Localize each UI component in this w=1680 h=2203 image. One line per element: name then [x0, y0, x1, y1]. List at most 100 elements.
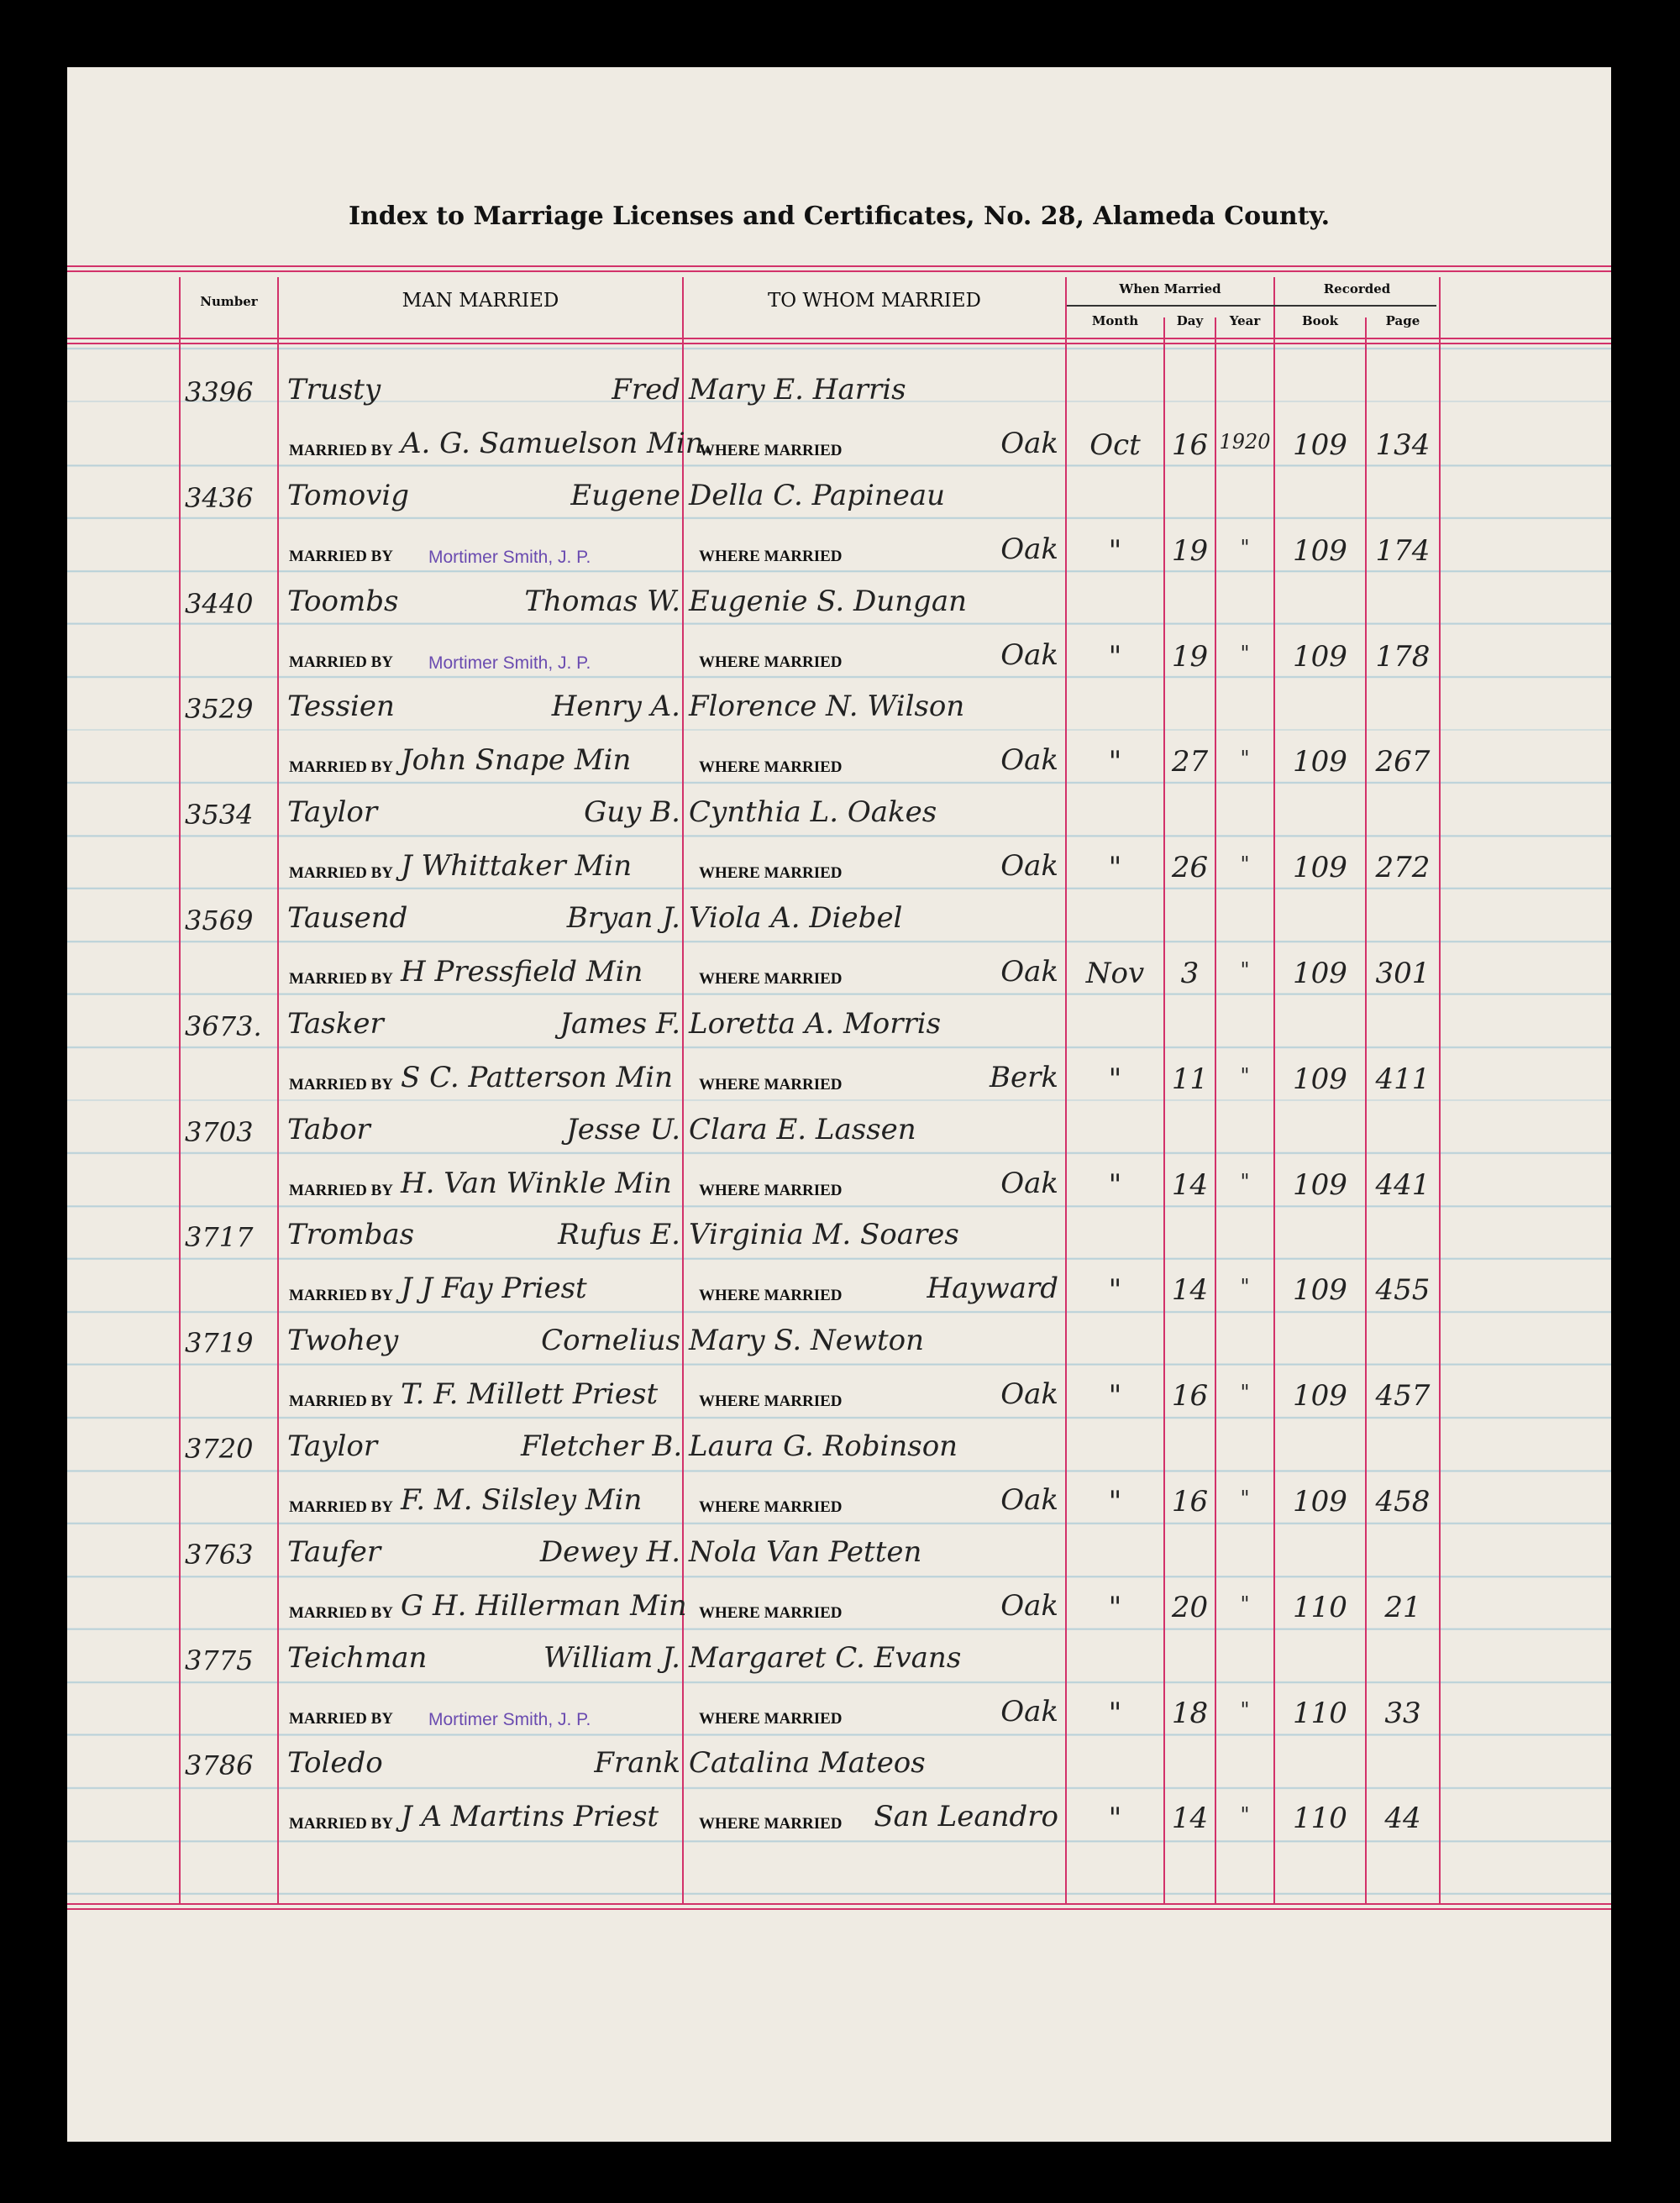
book-number: 109: [1293, 639, 1347, 674]
day-married: 11: [1171, 1062, 1209, 1096]
header-when-married: When Married: [1119, 281, 1221, 296]
book-number: 109: [1293, 1167, 1347, 1202]
month-married: ": [1108, 851, 1122, 885]
header-to-whom-married: TO WHOM MARRIED: [767, 290, 982, 312]
book-number: 110: [1293, 1696, 1347, 1730]
header-top-rule: [67, 270, 1611, 272]
place-married: Oak: [1000, 1588, 1058, 1623]
page-number: 301: [1375, 957, 1431, 990]
officiant-name: G H. Hillerman Min: [401, 1588, 687, 1623]
where-married-label: WHERE MARRIED: [699, 864, 843, 883]
entry-number: 3763: [185, 1538, 254, 1571]
where-married-label: WHERE MARRIED: [699, 442, 843, 459]
entry-number: 3703: [185, 1115, 254, 1148]
page-number: 178: [1375, 639, 1431, 674]
spouse-name: Virginia M. Soares: [689, 1218, 959, 1252]
month-married: Nov: [1085, 957, 1145, 990]
day-married: 14: [1171, 1167, 1209, 1202]
spouse-name: Loretta A. Morris: [689, 1006, 942, 1041]
table-bottom-rule: [67, 1903, 1611, 1905]
column-divider: [1273, 277, 1275, 1903]
column-divider: [1439, 277, 1441, 1903]
married-by-label: MARRIED BY: [289, 1393, 394, 1411]
married-by-label: MARRIED BY: [289, 1498, 394, 1516]
day-married: 19: [1171, 533, 1209, 568]
spouse-name: Mary S. Newton: [689, 1324, 925, 1358]
month-married: ": [1108, 1802, 1122, 1836]
book-number: 109: [1293, 851, 1347, 885]
page-number: 457: [1375, 1379, 1431, 1414]
day-married: 14: [1171, 1802, 1209, 1836]
page-number: 267: [1375, 745, 1431, 779]
officiant-name: T. F. Millett Priest: [401, 1377, 659, 1412]
spouse-name: Mary E. Harris: [689, 373, 906, 407]
ledger-page: Index to Marriage Licenses and Certifica…: [67, 67, 1611, 2142]
month-married: ": [1108, 745, 1122, 779]
man-surname: Toledo: [287, 1746, 383, 1781]
man-given-name: Fred: [612, 373, 680, 407]
place-married: Hayward: [927, 1272, 1058, 1306]
man-given-name: Bryan J.: [566, 901, 680, 935]
entry-number: 3775: [185, 1644, 254, 1676]
header-divider: [1067, 305, 1436, 307]
married-by-label: MARRIED BY: [289, 758, 394, 777]
married-by-label: MARRIED BY: [289, 1815, 394, 1833]
book-number: 109: [1293, 1273, 1347, 1308]
month-married: Oct: [1089, 428, 1141, 462]
married-by-label: MARRIED BY: [289, 442, 394, 459]
day-married: 3: [1180, 957, 1200, 990]
spouse-name: Catalina Mateos: [689, 1746, 926, 1781]
entry-number: 3717: [185, 1221, 254, 1254]
place-married: Oak: [1000, 427, 1058, 460]
man-surname: Tabor: [287, 1112, 370, 1146]
year-married: ": [1240, 1169, 1250, 1193]
month-married: ": [1108, 1273, 1122, 1308]
man-surname: Toombs: [287, 584, 399, 618]
page-title: Index to Marriage Licenses and Certifica…: [348, 202, 1331, 231]
book-number: 109: [1293, 957, 1347, 990]
year-married: ": [1240, 1697, 1250, 1722]
entry-number: 3569: [185, 905, 254, 936]
book-number: 109: [1293, 1062, 1347, 1096]
table-bottom-rule: [67, 1908, 1611, 1910]
where-married-label: WHERE MARRIED: [699, 1498, 843, 1516]
month-married: ": [1108, 1485, 1122, 1518]
column-divider: [1065, 277, 1067, 1903]
month-married: ": [1108, 1062, 1122, 1096]
column-divider: [1215, 317, 1216, 1903]
day-married: 18: [1171, 1696, 1209, 1730]
column-divider: [179, 277, 181, 1903]
married-by-label: MARRIED BY: [289, 1075, 394, 1094]
month-married: ": [1108, 1590, 1122, 1624]
entry-number: 3396: [185, 376, 254, 408]
column-divider: [1163, 317, 1165, 1903]
day-married: 26: [1171, 851, 1209, 885]
married-by-label: MARRIED BY: [289, 1181, 394, 1199]
man-given-name: James F.: [559, 1006, 680, 1041]
entry-number: 3720: [185, 1433, 254, 1465]
officiant-name: F. M. Silsley Min: [401, 1483, 643, 1517]
officiant-name: A. G. Samuelson Min.: [401, 427, 713, 460]
header-number: Number: [200, 294, 258, 309]
man-surname: Teichman: [287, 1640, 428, 1675]
page-number: 21: [1384, 1590, 1421, 1624]
place-married: Oak: [1000, 1483, 1058, 1517]
year-married: ": [1240, 1803, 1250, 1828]
year-married: ": [1240, 852, 1250, 877]
entry-number: 3440: [185, 587, 254, 620]
where-married-label: WHERE MARRIED: [699, 547, 843, 565]
page-number: 455: [1375, 1273, 1431, 1308]
where-married-label: WHERE MARRIED: [699, 653, 843, 671]
place-married: Berk: [990, 1060, 1058, 1094]
day-married: 14: [1171, 1273, 1209, 1308]
where-married-label: WHERE MARRIED: [699, 1815, 843, 1833]
place-married: Oak: [1000, 743, 1058, 778]
man-surname: Trusty: [287, 373, 381, 407]
where-married-label: WHERE MARRIED: [699, 758, 843, 777]
entry-number: 3534: [185, 799, 254, 831]
man-given-name: Guy B.: [584, 795, 680, 830]
year-married: ": [1240, 1487, 1250, 1510]
year-married: ": [1240, 958, 1250, 982]
where-married-label: WHERE MARRIED: [699, 1075, 843, 1094]
man-given-name: Frank: [594, 1746, 680, 1781]
